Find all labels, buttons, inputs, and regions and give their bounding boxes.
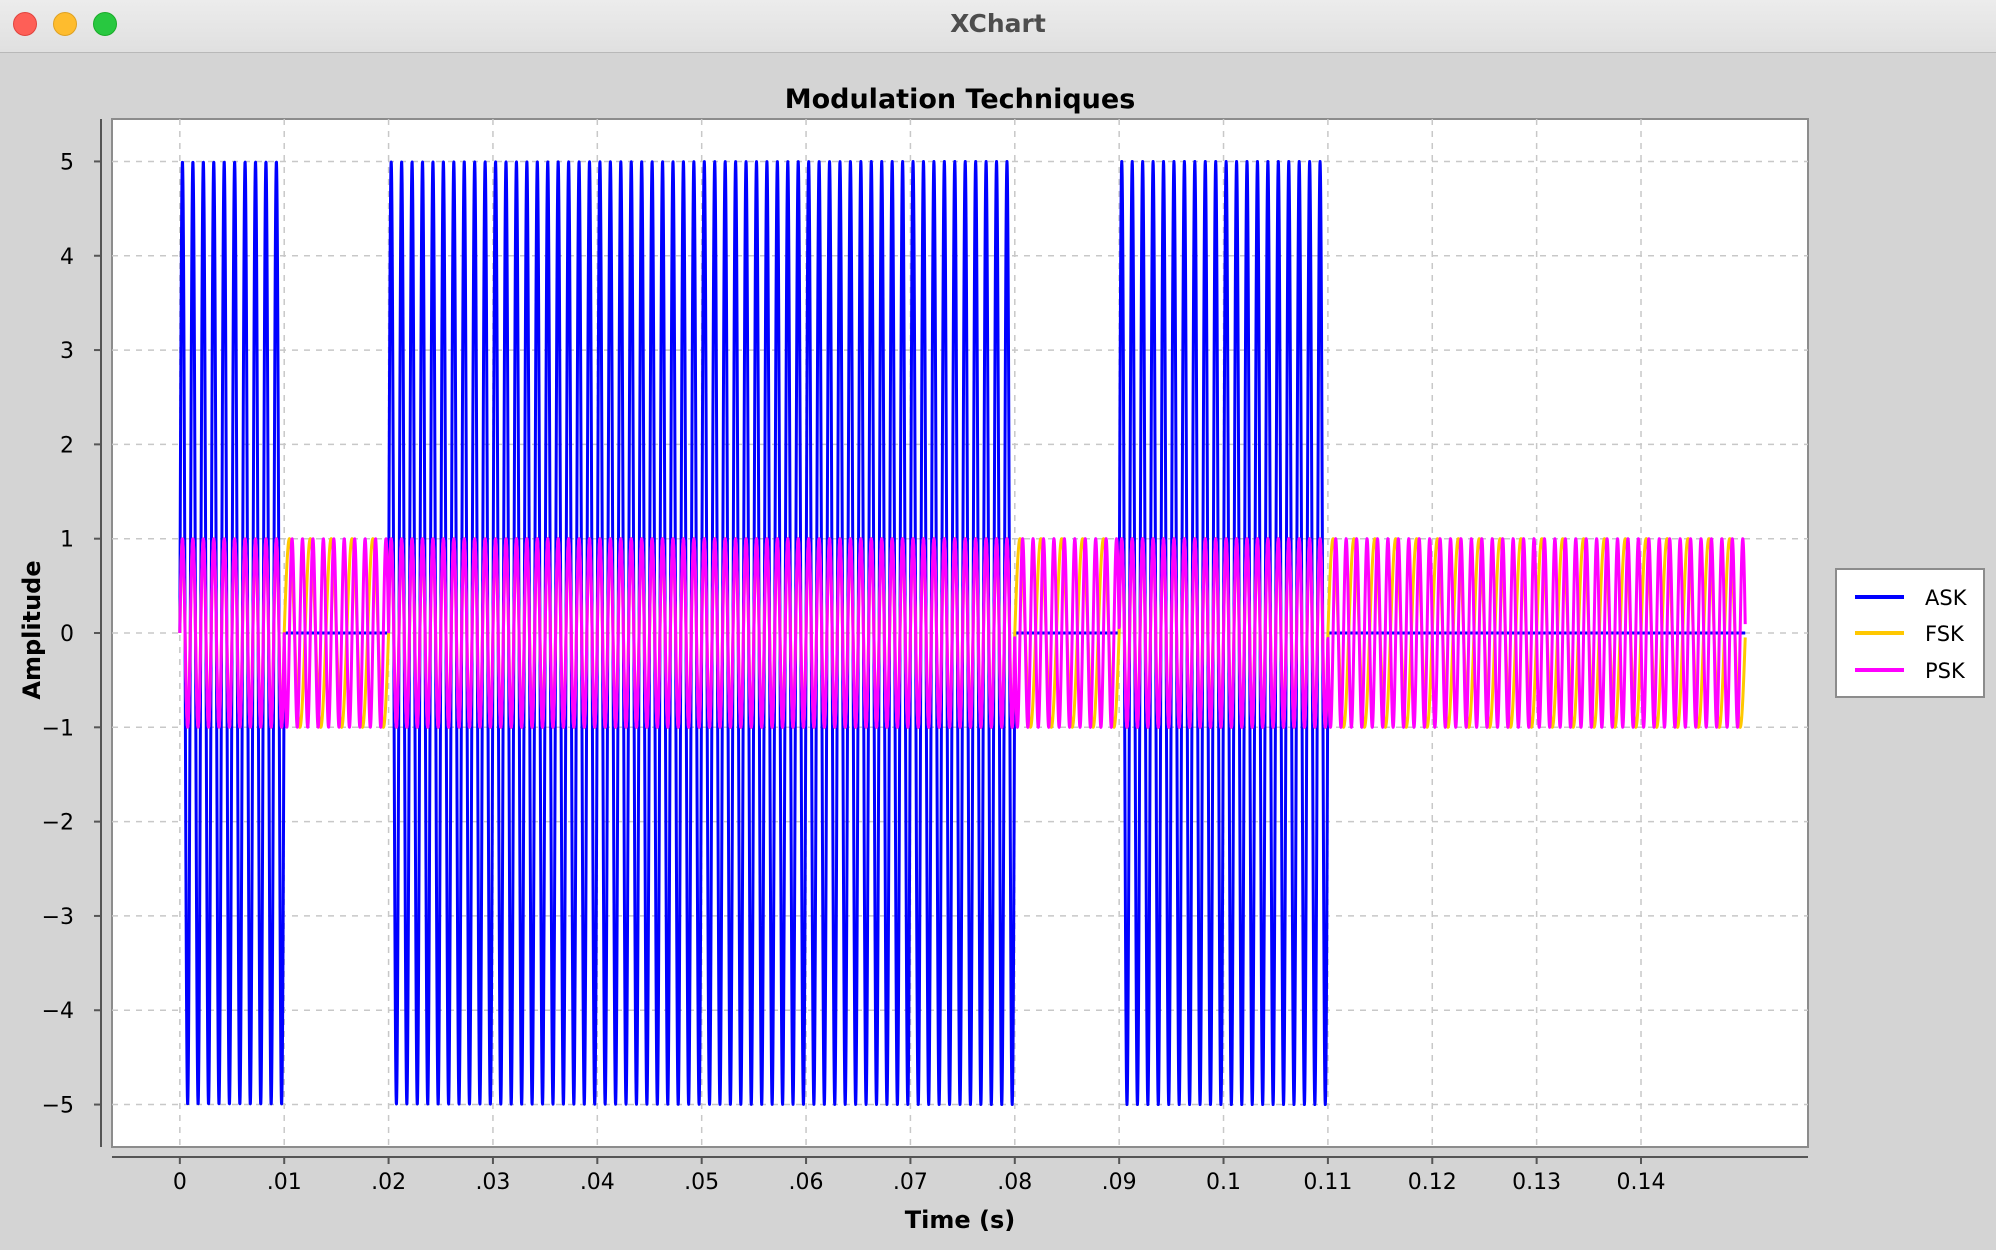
x-tick-label: 0.13 (1512, 1170, 1561, 1195)
x-tick-label: .06 (789, 1170, 824, 1195)
y-tick-label: 5 (60, 150, 74, 175)
x-tick-label: .04 (580, 1170, 615, 1195)
legend-label-psk: PSK (1925, 659, 1966, 683)
x-tick-label: .03 (475, 1170, 510, 1195)
chart-panel: 5 4 3 2 1 0 −1 −2 −3 −4 −5 0 .01 .02 .03 .04 .05 .06 .07.… (0, 53, 1996, 1246)
title-bar: XChart (0, 0, 1996, 53)
y-tick-label: 2 (60, 433, 74, 458)
y-axis-label: Amplitude (18, 560, 46, 699)
legend-label-ask: ASK (1925, 586, 1968, 610)
close-window-button[interactable] (13, 12, 37, 36)
minimize-window-button[interactable] (53, 12, 77, 36)
series-line-psk (178, 537, 1747, 729)
y-tick-label: 1 (60, 528, 74, 553)
x-tick-label: .05 (684, 1170, 719, 1195)
y-tick-label: −5 (42, 1094, 74, 1119)
window-title: XChart (950, 9, 1046, 38)
x-axis-label: Time (s) (905, 1206, 1015, 1234)
y-tick-label: −2 (42, 811, 74, 836)
x-tick-label: 0.14 (1617, 1170, 1666, 1195)
x-tick-label: .02 (371, 1170, 406, 1195)
x-tick-label: 0.11 (1303, 1170, 1352, 1195)
y-tick-label: 4 (60, 245, 74, 270)
x-tick-label: .01 (267, 1170, 302, 1195)
x-tick-label: 0.12 (1408, 1170, 1457, 1195)
legend: ASK FSK PSK (1835, 568, 1985, 698)
legend-label-fsk: FSK (1925, 622, 1965, 646)
modulation-chart: 5 4 3 2 1 0 −1 −2 −3 −4 −5 0 .01 .02 .03 .04 .05 .06 .07.… (18, 84, 1985, 1234)
y-tick-label: −3 (42, 905, 74, 930)
x-tick-label: .08 (997, 1170, 1032, 1195)
x-tick-label: .07 (893, 1170, 928, 1195)
series-group (178, 159, 1747, 1107)
y-tick-label: −4 (42, 999, 74, 1024)
y-tick-label: 0 (60, 622, 74, 647)
chart-title: Modulation Techniques (785, 84, 1136, 115)
zoom-window-button[interactable] (93, 12, 117, 36)
x-tick-label: .09 (1102, 1170, 1137, 1195)
y-tick-label: −1 (42, 716, 74, 741)
y-ticks: 5 4 3 2 1 0 −1 −2 −3 −4 −5 (42, 150, 101, 1119)
y-tick-label: 3 (60, 339, 74, 364)
x-ticks: 0 .01 .02 .03 .04 .05 .06 .07 .08 .09 0.1 0.11 0.12 0… (173, 1157, 1666, 1195)
x-tick-label: 0.1 (1206, 1170, 1241, 1195)
x-tick-label: 0 (173, 1170, 187, 1195)
